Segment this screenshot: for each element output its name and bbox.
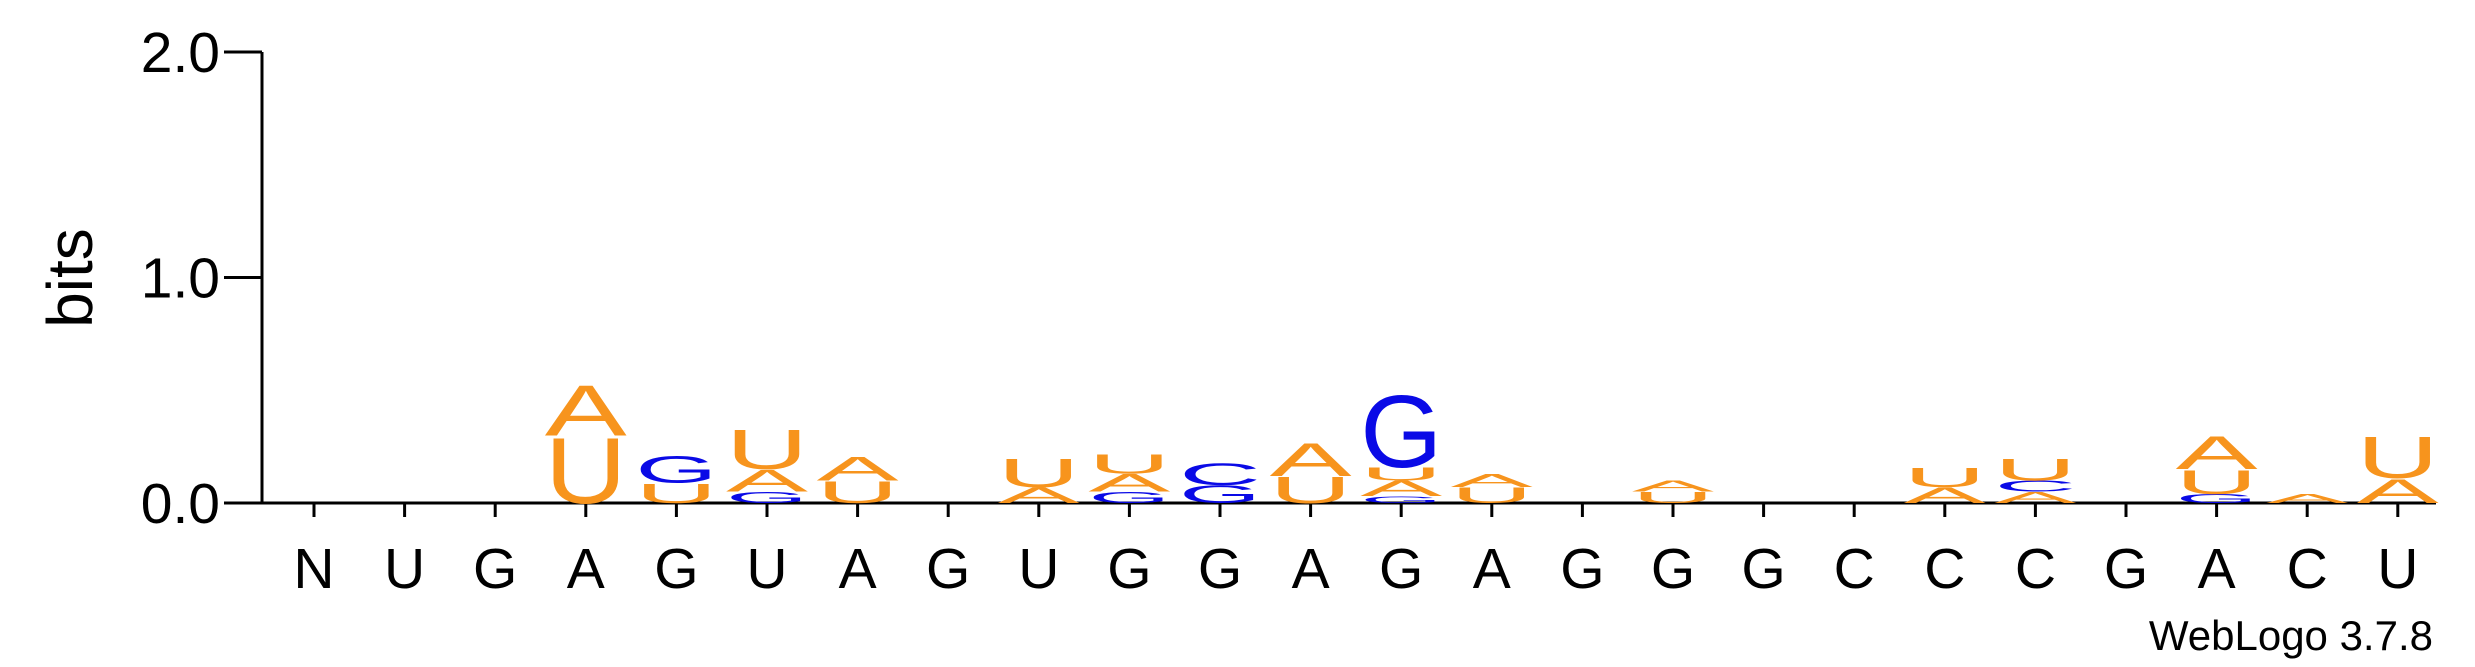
x-tick-label: U: [1018, 537, 1059, 601]
y-tick-label: 0.0: [141, 472, 220, 536]
x-tick-label: C: [2015, 537, 2056, 601]
logo-letter: U: [545, 419, 627, 524]
logo-letter: G: [1088, 489, 1170, 507]
logo-letter: U: [726, 419, 808, 482]
logo-letter: A: [2176, 427, 2258, 480]
x-tick-label: C: [1924, 537, 1965, 601]
logo-letter: A: [1088, 469, 1170, 497]
logo-letter: U: [1088, 448, 1170, 480]
logo-letter: U: [817, 475, 899, 510]
footer: WebLogo 3.7.8: [2149, 612, 2433, 659]
x-tick-label: C: [1834, 537, 1875, 601]
logo-letter: C: [1179, 457, 1261, 492]
x-tick-label: G: [1741, 537, 1785, 601]
logo-letter: A: [1904, 483, 1987, 508]
x-tick-label: A: [1292, 537, 1330, 601]
x-tick-label: G: [1107, 537, 1151, 601]
x-tick-label: A: [1473, 537, 1511, 601]
x-tick-label: C: [2287, 537, 2328, 601]
logo-letter: A: [2266, 492, 2348, 506]
x-tick-label: U: [384, 537, 425, 601]
logo-letter: A: [1270, 433, 1352, 486]
logo-letter: U: [1904, 462, 1986, 494]
x-tick-label: G: [1651, 537, 1695, 601]
x-tick-label: A: [567, 537, 605, 601]
logo-letter: A: [1360, 476, 1443, 501]
logo-letter: A: [1994, 489, 2076, 507]
x-tick-label: G: [654, 537, 698, 601]
logo-letter: G: [2176, 492, 2258, 506]
x-tick-label: G: [1379, 537, 1423, 601]
logo-letter: U: [2176, 463, 2258, 502]
x-tick-label: G: [2104, 537, 2148, 601]
logo-letter: U: [635, 478, 717, 510]
logo-letter: U: [998, 450, 1080, 496]
logo-letter: U: [1994, 452, 2076, 487]
x-tick-label: U: [2377, 537, 2418, 601]
y-tick-label: 1.0: [141, 247, 220, 311]
logo-letter: A: [545, 370, 627, 451]
logo-letter: U: [1451, 483, 1533, 508]
logo-letter: G: [1360, 375, 1442, 490]
x-tick-label: G: [926, 537, 970, 601]
x-tick-label: U: [746, 537, 787, 601]
y-axis-label: bits: [34, 228, 106, 328]
logo-letter: A: [726, 464, 809, 499]
logo-letter: G: [726, 489, 808, 507]
x-tick-label: G: [1560, 537, 1604, 601]
x-tick-label: G: [473, 537, 517, 601]
logo-letter: A: [817, 449, 899, 488]
logo-letter: A: [1632, 478, 1714, 496]
logo-letter: A: [2357, 472, 2439, 511]
x-tick-label: A: [2198, 537, 2236, 601]
logo-letter: A: [998, 483, 1081, 508]
x-tick-label: A: [839, 537, 877, 601]
logo-letter: C: [1994, 478, 2076, 496]
logo-letter: U: [1632, 489, 1714, 507]
logo-letter: U: [2357, 424, 2439, 491]
logo-letter: G: [1179, 480, 1261, 508]
logo-letter: U: [1360, 464, 1442, 485]
y-tick-label: 2.0: [141, 21, 220, 85]
x-tick-label: G: [1198, 537, 1242, 601]
logo-letter: A: [1451, 470, 1534, 491]
x-tick-label: N: [293, 537, 334, 601]
logo-letter: U: [1270, 469, 1352, 511]
logo-letter: G: [635, 449, 717, 491]
logo-letter: G: [1360, 494, 1442, 505]
